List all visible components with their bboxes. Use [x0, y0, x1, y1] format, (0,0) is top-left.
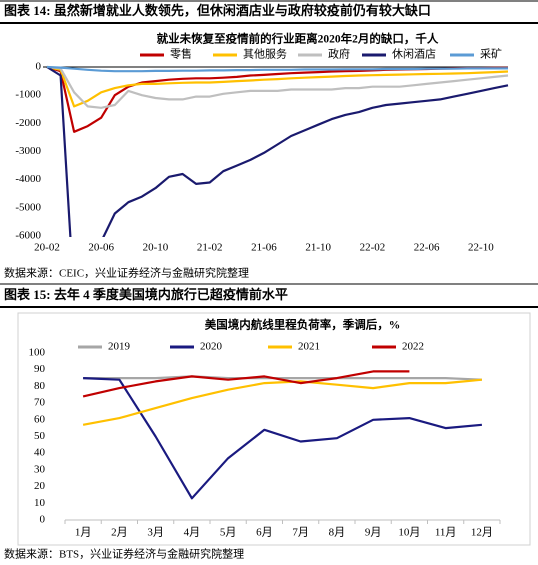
legend-label: 2020 [200, 341, 223, 353]
x-tick-label: 4月 [184, 527, 201, 539]
x-tick-label: 8月 [329, 527, 346, 539]
legend-label: 2019 [108, 341, 131, 353]
x-tick-label: 20-02 [34, 242, 60, 254]
figure-caption: 图表 15: 去年 4 季度美国境内旅行已超疫情前水平 [4, 287, 288, 302]
x-tick-label: 22-02 [360, 242, 386, 254]
x-tick-label: 20-10 [143, 242, 169, 254]
series-line [83, 377, 482, 500]
legend-label: 其他服务 [243, 48, 287, 61]
y-tick-label: -2000 [15, 117, 41, 129]
legend-label: 政府 [328, 47, 350, 61]
y-tick-label: 50 [34, 430, 46, 442]
x-tick-label: 11月 [435, 527, 457, 539]
x-tick-label: 22-10 [468, 242, 494, 254]
x-tick-label: 12月 [471, 527, 493, 539]
y-tick-label: -6000 [15, 230, 41, 242]
y-tick-label: 40 [34, 447, 46, 459]
x-tick-label: 3月 [147, 527, 164, 539]
y-tick-label: 90 [34, 363, 46, 375]
y-tick-label: -5000 [15, 201, 41, 213]
legend-label: 零售 [170, 47, 192, 61]
x-tick-label: 6月 [256, 527, 273, 539]
series-line [46, 65, 509, 108]
x-tick-label: 21-10 [305, 242, 331, 254]
y-tick-label: 60 [34, 413, 46, 425]
y-tick-label: 0 [40, 514, 46, 526]
x-tick-label: 22-06 [414, 242, 440, 254]
chart-title: 美国境内航线里程负荷率，季调后，% [205, 318, 401, 332]
chart-title: 就业未恢复至疫情前的行业距离2020年2月的缺口，千人 [157, 32, 439, 46]
x-tick-label: 1月 [75, 527, 92, 539]
legend-label: 2021 [298, 341, 320, 353]
x-tick-label: 21-02 [197, 242, 223, 254]
y-tick-label: 70 [34, 397, 46, 409]
legend-label: 休闲酒店 [392, 47, 436, 61]
y-tick-label: 10 [34, 497, 46, 509]
series-line [46, 65, 508, 73]
x-tick-label: 5月 [220, 527, 237, 539]
x-tick-label: 20-06 [88, 242, 114, 254]
chart-frame [17, 312, 531, 546]
y-tick-label: 100 [29, 347, 46, 359]
y-tick-label: -3000 [15, 145, 41, 157]
series-line [82, 370, 410, 398]
figure-source: 数据来源：BTS，兴业证券经济与金融研究院整理 [4, 547, 244, 561]
y-tick-label: 30 [34, 463, 46, 475]
y-tick-label: -1000 [15, 89, 41, 101]
x-tick-label: 9月 [365, 527, 382, 539]
y-tick-label: 20 [34, 480, 46, 492]
series-line [82, 378, 483, 426]
legend-label: 2022 [402, 341, 424, 353]
x-tick-label: 21-06 [251, 242, 277, 254]
figure-source: 数据来源：CEIC，兴业证券经济与金融研究院整理 [4, 266, 249, 280]
series-line [46, 66, 509, 237]
legend-label: 采矿 [480, 48, 502, 61]
series-line [83, 375, 482, 381]
y-tick-label: -4000 [15, 173, 41, 185]
figure-caption: 图表 14: 虽然新增就业人数领先，但休闲酒店业与政府较疫前仍有较大缺口 [4, 3, 431, 18]
y-tick-label: 80 [34, 380, 46, 392]
x-tick-label: 7月 [292, 527, 309, 539]
y-tick-label: 0 [36, 61, 42, 73]
x-tick-label: 10月 [398, 527, 420, 539]
series-line [46, 65, 509, 109]
x-tick-label: 2月 [111, 527, 128, 539]
